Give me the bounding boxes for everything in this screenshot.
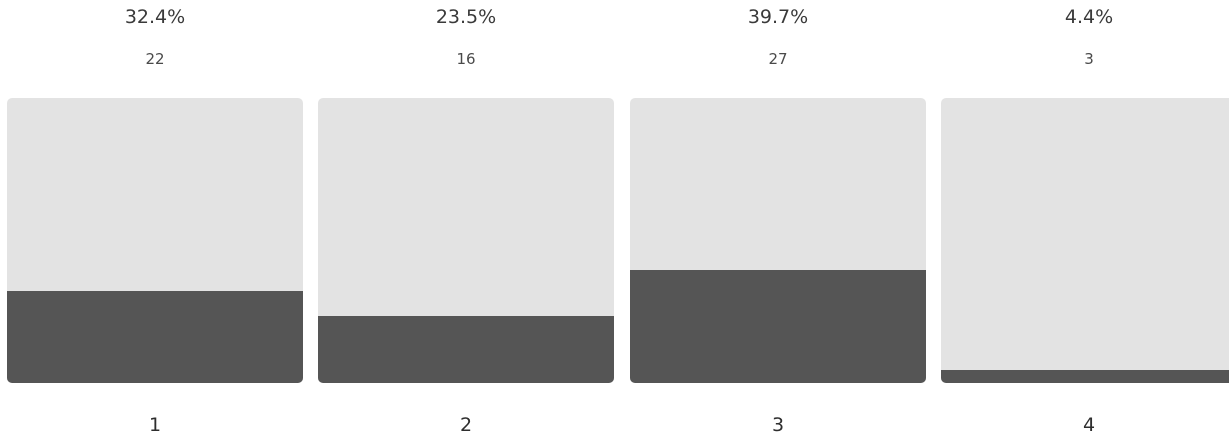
percent-label: 32.4%	[124, 6, 186, 28]
bar-track	[941, 98, 1229, 383]
category-label: 3	[771, 414, 785, 436]
bar-track	[318, 98, 614, 383]
percent-label: 23.5%	[435, 6, 497, 28]
count-label: 27	[768, 50, 788, 68]
bar-column-1: 32.4% 22 1	[7, 0, 303, 441]
bar-column-2: 23.5% 16 2	[318, 0, 614, 441]
bar-column-4: 4.4% 3 4	[941, 0, 1229, 441]
count-label: 3	[1084, 50, 1094, 68]
bar	[941, 370, 1229, 383]
bar-track	[7, 98, 303, 383]
category-label: 1	[148, 414, 162, 436]
percent-label: 4.4%	[1064, 6, 1114, 28]
bar	[7, 291, 303, 383]
category-label: 2	[459, 414, 473, 436]
bar	[630, 270, 926, 383]
bar-column-3: 39.7% 27 3	[630, 0, 926, 441]
bar-track	[630, 98, 926, 383]
category-label: 4	[1082, 414, 1096, 436]
bar	[318, 316, 614, 383]
count-label: 16	[456, 50, 476, 68]
percent-label: 39.7%	[747, 6, 809, 28]
count-label: 22	[145, 50, 165, 68]
